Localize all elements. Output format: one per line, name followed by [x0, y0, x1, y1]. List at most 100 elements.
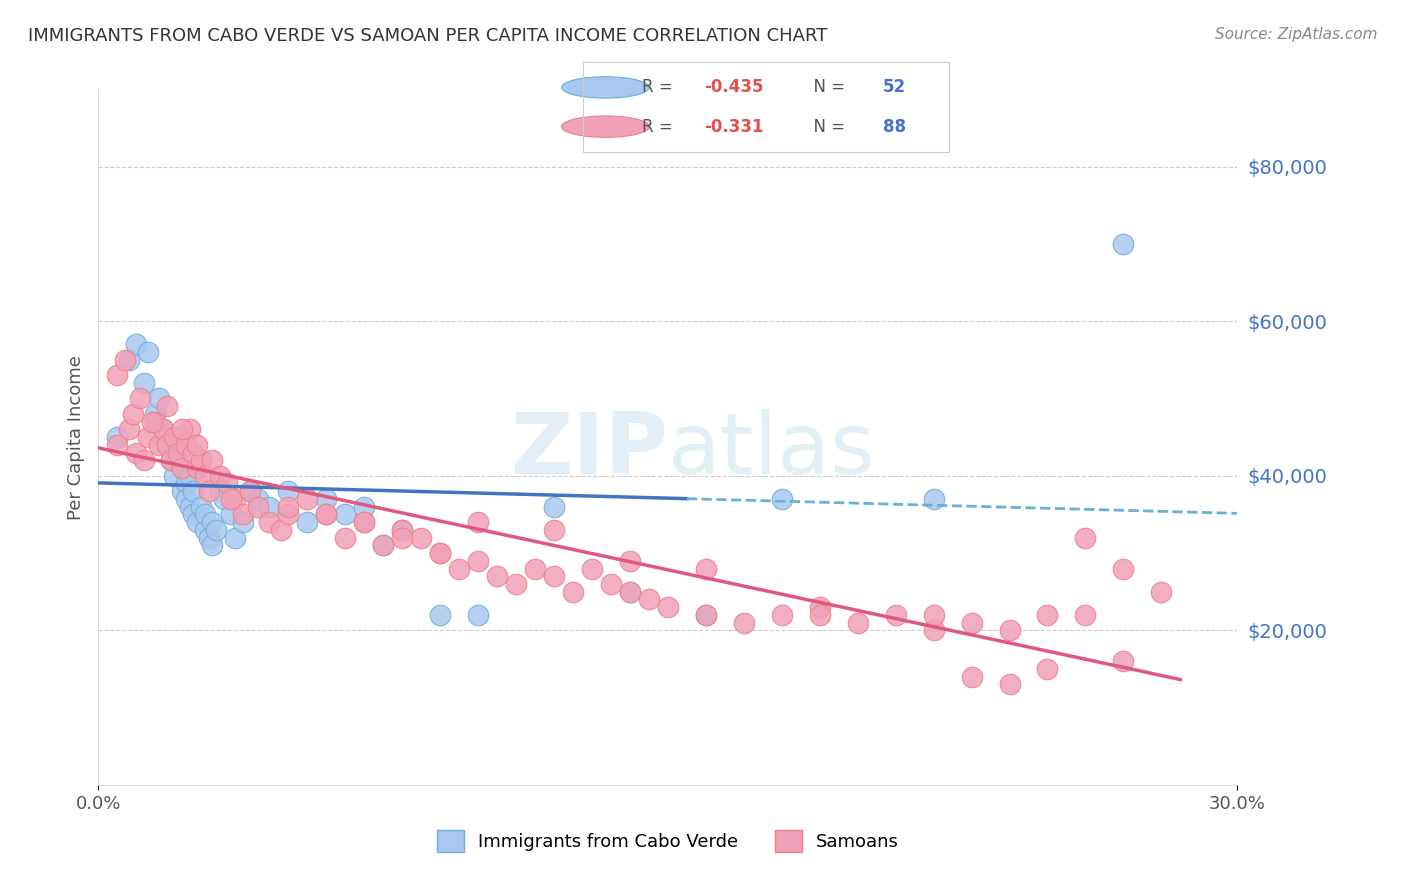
Point	[148, 438, 170, 452]
Point	[163, 430, 186, 444]
Point	[183, 484, 205, 499]
Point	[221, 508, 243, 522]
Point	[277, 484, 299, 499]
Point	[107, 368, 129, 383]
Point	[205, 523, 228, 537]
Point	[259, 515, 281, 529]
Point	[170, 422, 193, 436]
Point	[259, 500, 281, 514]
Point	[107, 430, 129, 444]
Point	[141, 415, 163, 429]
Point	[224, 531, 246, 545]
Point	[239, 484, 262, 499]
Point	[429, 546, 451, 560]
Point	[960, 670, 983, 684]
Point	[353, 515, 375, 529]
Point	[600, 577, 623, 591]
Point	[156, 438, 179, 452]
Point	[695, 561, 717, 575]
Point	[581, 561, 603, 575]
Text: 52: 52	[883, 78, 907, 96]
Text: R =: R =	[643, 78, 678, 96]
Point	[183, 508, 205, 522]
Point	[657, 600, 679, 615]
Point	[170, 461, 193, 475]
Text: 88: 88	[883, 118, 907, 136]
Point	[505, 577, 527, 591]
Point	[353, 500, 375, 514]
Point	[239, 484, 262, 499]
Point	[186, 438, 208, 452]
Point	[118, 352, 141, 367]
Point	[212, 491, 235, 506]
Point	[619, 554, 641, 568]
Point	[170, 484, 193, 499]
Text: N =: N =	[803, 78, 851, 96]
Point	[194, 523, 217, 537]
Point	[136, 430, 159, 444]
Point	[270, 523, 292, 537]
Point	[297, 491, 319, 506]
Point	[371, 538, 394, 552]
Point	[1112, 236, 1135, 251]
Point	[186, 461, 208, 475]
Point	[922, 607, 945, 622]
Point	[179, 500, 201, 514]
Point	[770, 607, 793, 622]
Point	[125, 337, 148, 351]
Point	[174, 476, 197, 491]
Point	[136, 345, 159, 359]
Point	[1150, 584, 1173, 599]
Point	[353, 515, 375, 529]
Point	[156, 399, 179, 413]
Point	[543, 523, 565, 537]
Point	[449, 561, 471, 575]
Point	[391, 523, 413, 537]
Point	[129, 392, 152, 406]
Point	[543, 569, 565, 583]
Point	[277, 508, 299, 522]
Text: R =: R =	[643, 118, 678, 136]
Point	[208, 484, 231, 499]
Point	[543, 500, 565, 514]
Point	[246, 500, 269, 514]
Point	[179, 468, 201, 483]
Point	[429, 607, 451, 622]
Point	[167, 430, 190, 444]
Point	[201, 538, 224, 552]
Point	[221, 491, 243, 506]
Point	[217, 476, 239, 491]
Point	[1112, 561, 1135, 575]
Point	[391, 531, 413, 545]
Text: N =: N =	[803, 118, 851, 136]
Text: IMMIGRANTS FROM CABO VERDE VS SAMOAN PER CAPITA INCOME CORRELATION CHART: IMMIGRANTS FROM CABO VERDE VS SAMOAN PER…	[28, 27, 828, 45]
Point	[297, 515, 319, 529]
Point	[194, 508, 217, 522]
Point	[391, 523, 413, 537]
Point	[277, 500, 299, 514]
Point	[335, 531, 357, 545]
Point	[1074, 607, 1097, 622]
Point	[201, 515, 224, 529]
Point	[197, 531, 219, 545]
Point	[733, 615, 755, 630]
Point	[170, 461, 193, 475]
Point	[922, 491, 945, 506]
Point	[174, 491, 197, 506]
Point	[194, 468, 217, 483]
Point	[156, 438, 179, 452]
Point	[107, 438, 129, 452]
Point	[163, 468, 186, 483]
Point	[467, 607, 489, 622]
Point	[183, 445, 205, 459]
Point	[152, 422, 174, 436]
Point	[1036, 607, 1059, 622]
Point	[998, 624, 1021, 638]
Point	[148, 392, 170, 406]
Point	[524, 561, 547, 575]
Point	[884, 607, 907, 622]
Point	[232, 508, 254, 522]
Point	[695, 607, 717, 622]
Point	[186, 515, 208, 529]
Point	[998, 677, 1021, 691]
